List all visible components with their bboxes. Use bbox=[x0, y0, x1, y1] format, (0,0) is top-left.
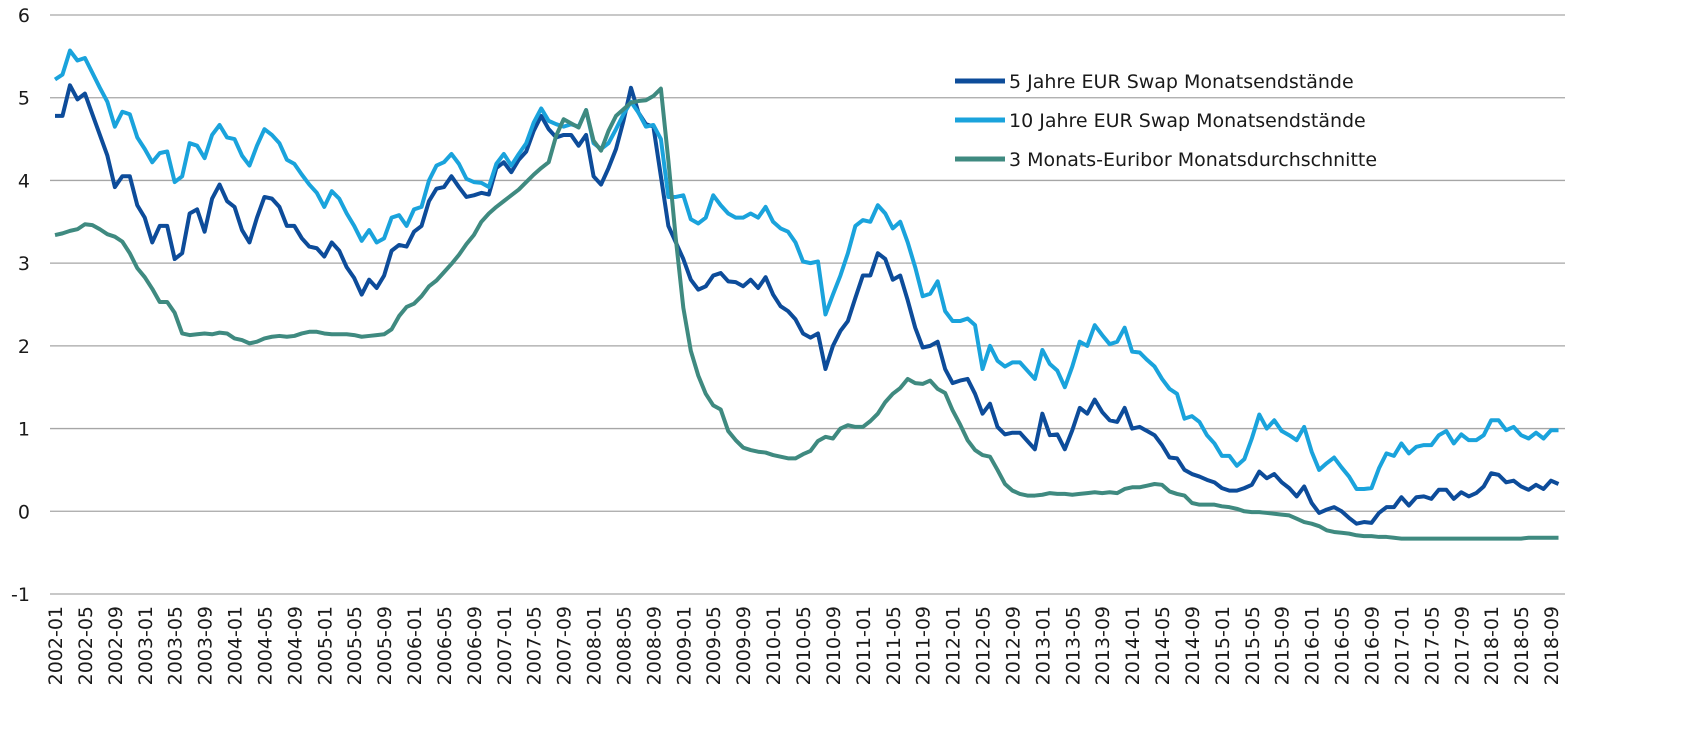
x-tick-label: 2003-01 bbox=[135, 606, 157, 685]
x-tick-label: 2005-09 bbox=[374, 606, 396, 685]
y-tick-label: 0 bbox=[18, 501, 30, 523]
x-tick-label: 2017-05 bbox=[1421, 606, 1443, 685]
x-tick-label: 2018-09 bbox=[1541, 606, 1563, 685]
x-tick-label: 2014-05 bbox=[1152, 606, 1174, 685]
legend-label: 5 Jahre EUR Swap Monatsendstände bbox=[1009, 71, 1354, 93]
x-tick-label: 2003-05 bbox=[165, 606, 187, 685]
series-line bbox=[54, 86, 1559, 541]
x-tick-label: 2006-05 bbox=[434, 606, 456, 685]
x-tick-label: 2006-01 bbox=[404, 606, 426, 685]
x-tick-label: 2007-01 bbox=[494, 606, 516, 685]
x-tick-label: 2017-01 bbox=[1391, 606, 1413, 685]
x-tick-label: 2009-09 bbox=[733, 606, 755, 685]
x-tick-label: 2014-09 bbox=[1182, 606, 1204, 685]
x-tick-label: 2010-01 bbox=[763, 606, 785, 685]
x-tick-label: 2012-01 bbox=[943, 606, 965, 685]
x-tick-label: 2012-09 bbox=[1002, 606, 1024, 685]
x-tick-label: 2011-09 bbox=[913, 606, 935, 685]
x-tick-label: 2004-05 bbox=[254, 606, 276, 685]
series-line bbox=[55, 83, 1560, 526]
x-tick-label: 2013-05 bbox=[1062, 606, 1084, 685]
y-tick-label: 4 bbox=[18, 170, 30, 192]
x-tick-label: 2010-05 bbox=[793, 606, 815, 685]
x-tick-label: 2003-09 bbox=[195, 606, 217, 685]
y-tick-label: -1 bbox=[11, 584, 30, 606]
x-tick-label: 2008-05 bbox=[613, 606, 635, 685]
x-tick-label: 2017-09 bbox=[1451, 606, 1473, 685]
series-line bbox=[53, 48, 1559, 491]
x-tick-label: 2018-05 bbox=[1511, 606, 1533, 685]
x-tick-label: 2009-05 bbox=[703, 606, 725, 685]
x-tick-label: 2015-09 bbox=[1272, 606, 1294, 685]
y-tick-label: 6 bbox=[18, 5, 30, 27]
x-tick-label: 2016-09 bbox=[1361, 606, 1383, 685]
legend-label: 3 Monats-Euribor Monatsdurchschnitte bbox=[1009, 149, 1377, 171]
y-tick-label: 1 bbox=[18, 419, 30, 441]
x-tick-label: 2013-09 bbox=[1092, 606, 1114, 685]
x-tick-label: 2014-01 bbox=[1122, 606, 1144, 685]
x-tick-label: 2005-05 bbox=[344, 606, 366, 685]
x-tick-label: 2018-01 bbox=[1481, 606, 1503, 685]
x-tick-label: 2016-01 bbox=[1302, 606, 1324, 685]
x-tick-label: 2008-01 bbox=[584, 606, 606, 685]
x-tick-label: 2007-09 bbox=[554, 606, 576, 685]
x-tick-label: 2011-01 bbox=[853, 606, 875, 685]
x-tick-label: 2002-01 bbox=[45, 606, 67, 685]
y-tick-label: 2 bbox=[18, 336, 30, 358]
x-tick-label: 2002-09 bbox=[105, 606, 127, 685]
x-tick-label: 2004-09 bbox=[284, 606, 306, 685]
x-tick-label: 2015-01 bbox=[1212, 606, 1234, 685]
y-tick-label: 3 bbox=[18, 253, 30, 275]
x-tick-label: 2004-01 bbox=[225, 606, 247, 685]
x-tick-label: 2011-05 bbox=[883, 606, 905, 685]
x-tick-label: 2002-05 bbox=[75, 606, 97, 685]
x-tick-label: 2008-09 bbox=[643, 606, 665, 685]
y-tick-label: 5 bbox=[18, 88, 30, 110]
x-tick-label: 2015-05 bbox=[1242, 606, 1264, 685]
x-tick-label: 2010-09 bbox=[823, 606, 845, 685]
x-tick-label: 2013-01 bbox=[1032, 606, 1054, 685]
x-tick-label: 2016-05 bbox=[1332, 606, 1354, 685]
x-tick-label: 2005-01 bbox=[314, 606, 336, 685]
x-tick-label: 2007-05 bbox=[524, 606, 546, 685]
x-tick-label: 2012-05 bbox=[973, 606, 995, 685]
x-tick-label: 2006-09 bbox=[464, 606, 486, 685]
legend-label: 10 Jahre EUR Swap Monatsendstände bbox=[1009, 110, 1366, 132]
x-tick-label: 2009-01 bbox=[673, 606, 695, 685]
